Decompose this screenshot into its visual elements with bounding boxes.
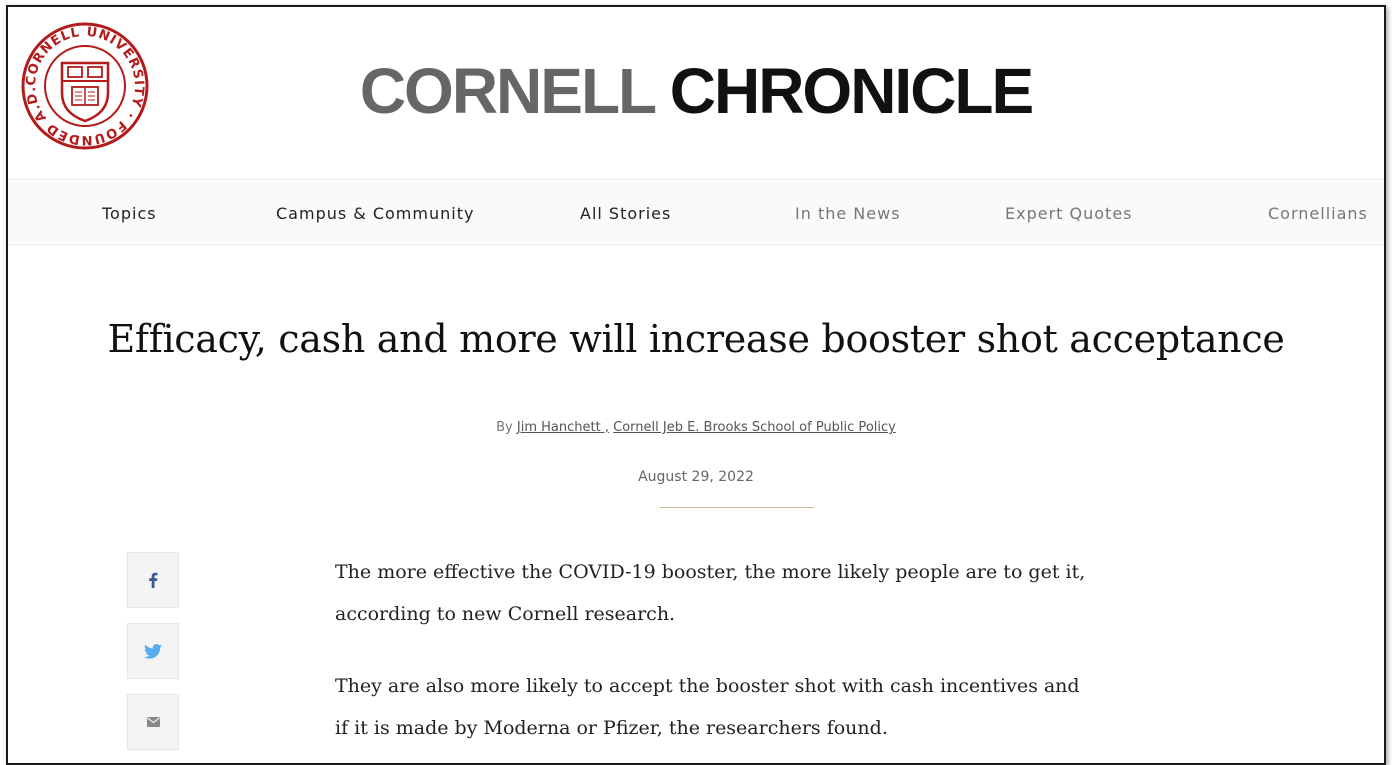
affiliation-link[interactable]: Cornell Jeb E. Brooks School of Public P… bbox=[613, 420, 896, 435]
nav-item-expert-quotes[interactable]: Expert Quotes bbox=[1005, 204, 1133, 223]
facebook-icon bbox=[149, 572, 158, 588]
paragraph-line: according to new Cornell research. bbox=[335, 603, 676, 625]
browser-frame: CORNELL UNIVERSITY · FOUNDED A.D. 1865 ·… bbox=[6, 5, 1386, 765]
divider bbox=[660, 507, 814, 508]
publish-date: August 29, 2022 bbox=[638, 469, 754, 485]
paragraph-line: if it is made by Moderna or Pfizer, the … bbox=[335, 717, 888, 739]
paragraph-line: The more effective the COVID-19 booster,… bbox=[335, 561, 1086, 583]
article-paragraph: The more effective the COVID-19 booster,… bbox=[335, 551, 1165, 635]
article-headline: Efficacy, cash and more will increase bo… bbox=[107, 317, 1285, 361]
paragraph-line: They are also more likely to accept the … bbox=[335, 675, 1080, 697]
author-link[interactable]: Jim Hanchett , bbox=[516, 420, 609, 435]
nav-item-topics[interactable]: Topics bbox=[102, 204, 157, 223]
cornell-seal-logo[interactable]: CORNELL UNIVERSITY · FOUNDED A.D. 1865 · bbox=[20, 21, 150, 151]
twitter-icon bbox=[144, 643, 162, 659]
byline: By Jim Hanchett , Cornell Jeb E. Brooks … bbox=[8, 420, 1384, 435]
brand-cornell: CORNELL bbox=[359, 55, 656, 127]
site-brand[interactable]: CORNELL CHRONICLE bbox=[8, 59, 1384, 123]
nav-item-all-stories[interactable]: All Stories bbox=[580, 204, 672, 223]
share-twitter-button[interactable] bbox=[127, 623, 179, 679]
nav-item-campus-community[interactable]: Campus & Community bbox=[276, 204, 475, 223]
brand-chronicle: CHRONICLE bbox=[669, 55, 1034, 127]
email-icon bbox=[146, 717, 160, 727]
nav-item-cornellians[interactable]: Cornellians bbox=[1268, 204, 1368, 223]
byline-prefix: By bbox=[496, 420, 513, 435]
masthead: CORNELL UNIVERSITY · FOUNDED A.D. 1865 ·… bbox=[8, 7, 1384, 177]
share-facebook-button[interactable] bbox=[127, 552, 179, 608]
main-nav: Topics Campus & Community All Stories In… bbox=[8, 179, 1384, 245]
nav-item-in-the-news[interactable]: In the News bbox=[795, 204, 901, 223]
article-paragraph: They are also more likely to accept the … bbox=[335, 665, 1165, 749]
share-email-button[interactable] bbox=[127, 694, 179, 750]
